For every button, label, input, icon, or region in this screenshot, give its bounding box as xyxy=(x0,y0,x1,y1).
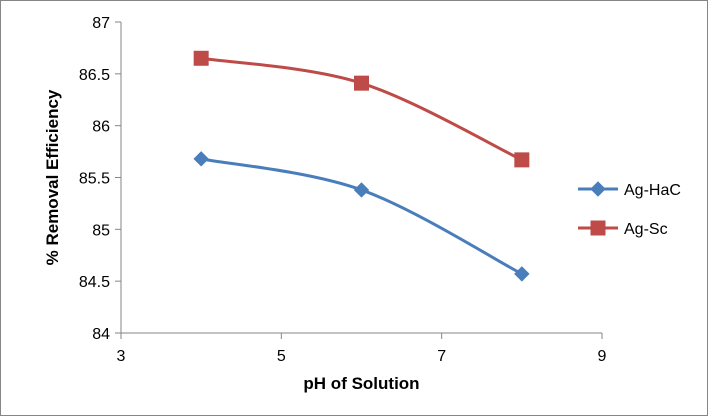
data-point xyxy=(193,151,209,167)
y-tick-label: 85 xyxy=(92,222,110,239)
x-ticks: 3 5 7 9 xyxy=(117,333,607,365)
axes xyxy=(120,22,602,334)
y-tick-label: 86 xyxy=(92,119,110,136)
series-group xyxy=(193,50,530,282)
series-ag-hac xyxy=(193,151,530,282)
legend-marker xyxy=(590,220,606,236)
legend-label: Ag-Sc xyxy=(624,221,668,238)
x-tick-label: 7 xyxy=(437,348,446,365)
data-point xyxy=(354,75,369,91)
x-tick-label: 9 xyxy=(598,348,607,365)
series-line xyxy=(200,157,523,276)
legend-item: Ag-HaC xyxy=(578,181,681,199)
y-tick-label: 85.5 xyxy=(79,171,110,188)
y-tick-label: 87 xyxy=(92,15,110,32)
series-ag-sc xyxy=(193,50,530,168)
y-tick-label: 84 xyxy=(92,326,110,343)
data-point xyxy=(514,266,530,282)
data-point xyxy=(193,50,209,66)
x-tick-label: 5 xyxy=(277,348,286,365)
y-tick-label: 84.5 xyxy=(79,274,110,291)
y-ticks: 84 84.5 85 85.5 86 86.5 87 xyxy=(79,15,121,343)
legend-item: Ag-Sc xyxy=(578,220,668,238)
data-point xyxy=(353,182,370,198)
y-tick-label: 86.5 xyxy=(79,67,110,84)
legend-marker xyxy=(590,181,606,197)
y-axis-label: % Removal Efficiency xyxy=(43,89,62,265)
data-point xyxy=(514,152,530,168)
x-tick-label: 3 xyxy=(117,348,126,365)
x-axis-label: pH of Solution xyxy=(303,374,419,393)
legend: Ag-HaC Ag-Sc xyxy=(578,181,681,238)
series-line xyxy=(200,56,523,162)
legend-label: Ag-HaC xyxy=(624,182,681,199)
